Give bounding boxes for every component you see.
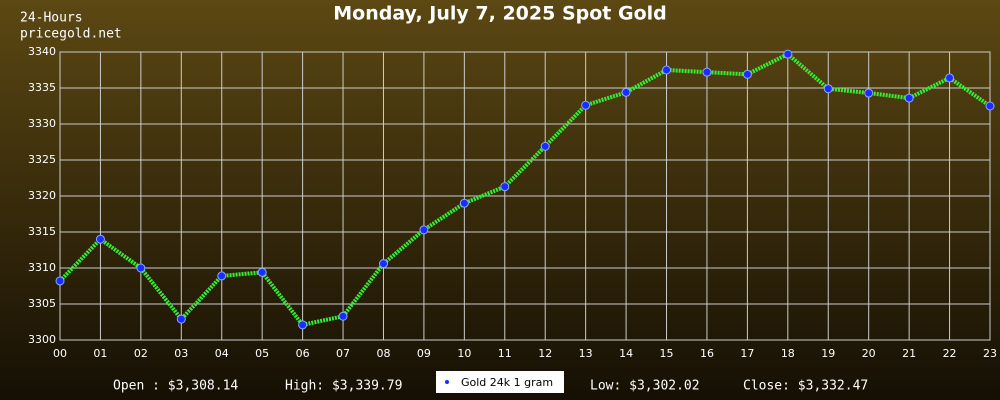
y-tick-label: 3340 <box>28 45 56 58</box>
stat-open: Open : $3,308.14 <box>113 379 238 394</box>
data-point <box>176 314 186 324</box>
data-point <box>217 271 227 281</box>
x-tick-label: 13 <box>579 347 593 360</box>
x-tick-label: 16 <box>700 347 714 360</box>
data-point <box>419 225 429 235</box>
data-point <box>662 65 672 75</box>
x-tick-label: 00 <box>53 347 67 360</box>
series-line <box>58 51 992 328</box>
x-tick-label: 02 <box>134 347 148 360</box>
y-tick-label: 3315 <box>28 225 56 238</box>
x-tick-label: 07 <box>336 347 350 360</box>
data-point <box>945 73 955 83</box>
y-tick-label: 3320 <box>28 189 56 202</box>
x-tick-label: 19 <box>821 347 835 360</box>
y-tick-label: 3325 <box>28 153 56 166</box>
x-tick-label: 14 <box>619 347 633 360</box>
source-line: pricegold.net <box>20 27 122 42</box>
data-point <box>298 320 308 330</box>
data-point <box>621 87 631 97</box>
data-point <box>823 84 833 94</box>
x-tick-label: 04 <box>215 347 229 360</box>
legend-label: Gold 24k 1 gram <box>461 376 553 389</box>
x-tick-label: 20 <box>862 347 876 360</box>
x-tick-label: 23 <box>983 347 997 360</box>
data-point <box>985 101 995 111</box>
stat-low: Low: $3,302.02 <box>590 379 700 394</box>
data-point <box>540 141 550 151</box>
x-tick-label: 05 <box>255 347 269 360</box>
x-tick-label: 10 <box>457 347 471 360</box>
y-tick-label: 3310 <box>28 261 56 274</box>
data-point <box>702 67 712 77</box>
x-tick-label: 15 <box>660 347 674 360</box>
x-tick-label: 09 <box>417 347 431 360</box>
legend: Gold 24k 1 gram <box>436 371 564 393</box>
data-point <box>459 198 469 208</box>
x-tick-label: 17 <box>740 347 754 360</box>
x-tick-label: 12 <box>538 347 552 360</box>
data-point <box>742 69 752 79</box>
data-point <box>500 182 510 192</box>
x-tick-label: 08 <box>376 347 390 360</box>
legend-box <box>436 371 564 393</box>
data-point <box>136 263 146 273</box>
data-point <box>55 276 65 286</box>
y-tick-label: 3305 <box>28 297 56 310</box>
x-tick-label: 18 <box>781 347 795 360</box>
x-tick-label: 01 <box>93 347 107 360</box>
legend-marker <box>445 380 449 384</box>
data-point <box>783 49 793 59</box>
x-tick-label: 06 <box>296 347 310 360</box>
data-point <box>864 88 874 98</box>
chart-title: Monday, July 7, 2025 Spot Gold <box>333 3 667 25</box>
source-line: 24-Hours <box>20 11 83 26</box>
data-point <box>95 234 105 244</box>
data-point <box>378 259 388 269</box>
y-tick-label: 3300 <box>28 333 56 346</box>
data-point <box>581 100 591 110</box>
x-tick-label: 22 <box>943 347 957 360</box>
y-tick-label: 3330 <box>28 117 56 130</box>
x-tick-label: 21 <box>902 347 916 360</box>
stat-close: Close: $3,332.47 <box>743 379 868 394</box>
data-point <box>904 93 914 103</box>
y-tick-label: 3335 <box>28 81 56 94</box>
data-point <box>257 267 267 277</box>
x-tick-label: 03 <box>174 347 188 360</box>
x-tick-label: 11 <box>498 347 512 360</box>
data-point <box>338 311 348 321</box>
stat-high: High: $3,339.79 <box>285 379 402 394</box>
